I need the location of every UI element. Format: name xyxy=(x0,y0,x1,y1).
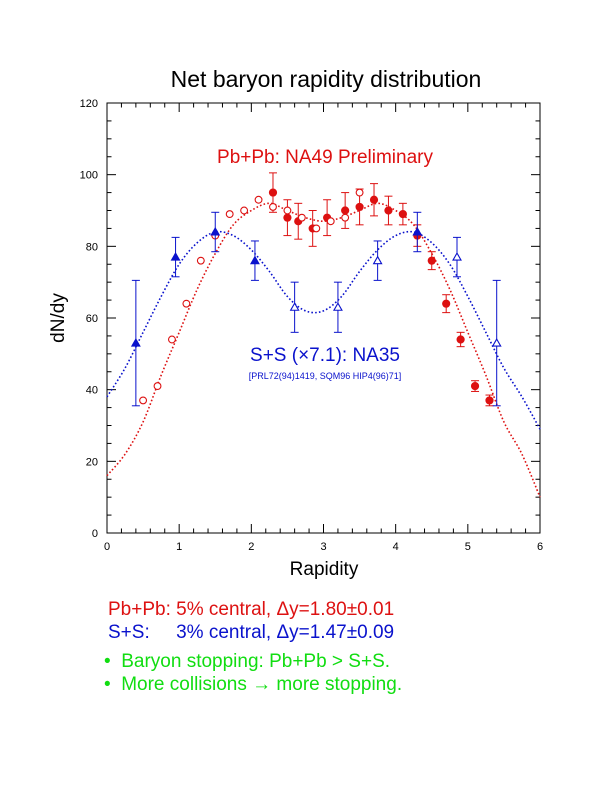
bullet-collisions: • More collisions → more stopping. xyxy=(104,674,403,695)
pbpb-open-point xyxy=(240,206,249,215)
pbpb-filled-point xyxy=(384,206,393,215)
x-tick-label: 3 xyxy=(320,541,326,553)
ss-annotation: S+S (×7.1): NA35 xyxy=(250,345,400,366)
data-points xyxy=(130,172,502,407)
pbpb-open-point xyxy=(355,188,364,197)
pbpb-filled-point xyxy=(485,396,494,405)
pbpb-open-point xyxy=(182,299,191,308)
pbpb-filled-point xyxy=(456,335,465,344)
pbpb-open-point xyxy=(326,217,335,226)
ss-open-point xyxy=(289,302,300,311)
bullet-stopping: • Baryon stopping: Pb+Pb > S+S. xyxy=(104,651,391,672)
chart-title: Net baryon rapidity distribution xyxy=(171,66,482,92)
ss-open-point xyxy=(452,251,462,261)
x-axis-label: Rapidity xyxy=(290,559,359,580)
ss-fit xyxy=(106,230,541,430)
x-tick-label: 0 xyxy=(104,541,110,553)
pbpb-open-point xyxy=(225,210,234,219)
pbpb-open-point xyxy=(196,256,205,265)
pbpb-filled-point xyxy=(427,256,436,265)
y-tick-labels: 0 20 40 60 80 100 120 xyxy=(80,98,98,540)
pbpb-filled-point xyxy=(341,206,350,215)
pbpb-open-point xyxy=(269,202,277,211)
pbpb-summary: Pb+Pb: 5% central, Δy=1.80±0.01 xyxy=(108,599,395,620)
fit-curves xyxy=(106,202,541,498)
x-tick-label: 2 xyxy=(248,541,254,553)
pbpb-annotation: Pb+Pb: NA49 Preliminary xyxy=(217,147,433,168)
ss-open-point xyxy=(372,255,383,265)
y-tick-label: 120 xyxy=(80,98,98,110)
y-tick-label: 100 xyxy=(80,170,98,182)
x-tick-label: 5 xyxy=(465,541,471,553)
ss-reference: [PRL72(94)1419, SQM96 HIP4(96)71] xyxy=(249,371,402,381)
y-tick-label: 80 xyxy=(86,241,98,253)
pbpb-filled-point xyxy=(369,195,379,204)
ss-open-point xyxy=(332,302,343,311)
pbpb-filled-point xyxy=(283,213,292,222)
pbpb-filled-point xyxy=(268,188,278,197)
y-axis-label: dN/dy xyxy=(48,293,69,343)
x-tick-label: 6 xyxy=(537,541,543,553)
pbpb-open-point xyxy=(254,195,263,204)
ss-filled-point xyxy=(130,337,141,347)
ss-filled-point xyxy=(412,226,423,236)
y-tick-label: 20 xyxy=(86,456,98,468)
pbpb-filled-point xyxy=(398,209,407,219)
pbpb-open-point xyxy=(168,335,176,344)
ss-open-point xyxy=(491,337,502,347)
axis-ticks xyxy=(106,102,541,534)
ss-summary: S+S: 3% central, Δy=1.47±0.09 xyxy=(108,622,395,643)
x-tick-label: 4 xyxy=(393,541,399,553)
pbpb-filled-point xyxy=(355,202,364,212)
pbpb-filled-point xyxy=(442,299,451,308)
pbpb-filled-point xyxy=(470,381,480,391)
pbpb-open-point xyxy=(312,224,321,233)
ss-filled-point xyxy=(170,251,181,261)
y-tick-label: 60 xyxy=(86,313,98,325)
pbpb-open-point xyxy=(283,206,292,215)
pbpb-open-point xyxy=(297,213,306,222)
x-tick-labels: 0 1 2 3 4 5 6 xyxy=(104,541,543,553)
pbpb-open-point xyxy=(341,213,350,222)
ss-filled-point xyxy=(249,255,260,265)
ss-filled-point xyxy=(210,226,221,236)
y-tick-label: 40 xyxy=(86,385,98,397)
pbpb-open-point xyxy=(153,382,162,391)
pbpb-open-point xyxy=(139,396,148,405)
x-tick-label: 1 xyxy=(176,541,182,553)
y-tick-label: 0 xyxy=(92,528,98,540)
